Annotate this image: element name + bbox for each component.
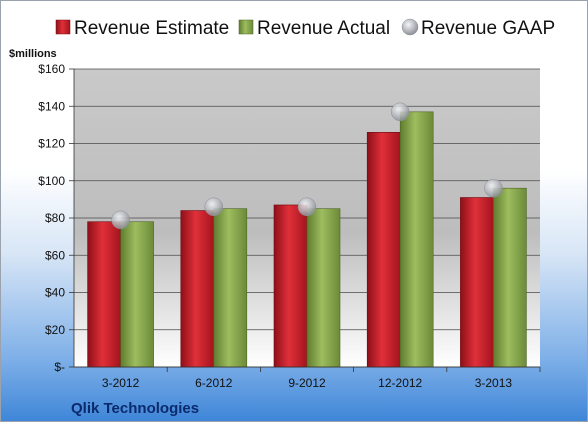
x-axis-categories: 3-2012 6-2012 9-2012 12-2012 3-2013 (74, 366, 541, 390)
x-category-label: 6-2012 (195, 376, 233, 390)
y-axis-ticks: $- $20 $40 $60 $80 $100 $120 $140 $160 (38, 62, 75, 374)
bar-actual (306, 208, 341, 368)
gaap-marker (297, 197, 317, 217)
y-tick-label: $80 (45, 211, 65, 225)
legend-label-actual: Revenue Actual (257, 18, 390, 39)
bar-actual (120, 221, 154, 368)
y-tick-label: $60 (45, 248, 65, 262)
gaap-marker (111, 210, 130, 230)
gaap-marker (390, 102, 410, 122)
bar-estimate (366, 132, 401, 368)
y-tick-label: $120 (38, 137, 65, 151)
bar-estimate (460, 197, 494, 368)
x-category-label: 3-2012 (102, 376, 140, 390)
bar-estimate (273, 204, 308, 368)
y-tick-label: $- (54, 360, 65, 374)
bar-actual (399, 111, 434, 368)
y-tick-label: $160 (38, 62, 65, 76)
gaap-marker (204, 197, 224, 217)
bar-actual (493, 187, 527, 368)
x-category-label: 3-2013 (475, 376, 513, 390)
bar-estimate (180, 210, 215, 368)
gaap-marker (484, 178, 503, 198)
y-tick-label: $100 (38, 174, 65, 188)
legend-label-gaap: Revenue GAAP (421, 18, 555, 39)
legend-label-estimate: Revenue Estimate (74, 18, 229, 39)
y-tick-label: $20 (45, 323, 65, 337)
bar-estimate (87, 221, 121, 368)
y-tick-label: $140 (38, 99, 65, 113)
legend-swatch-actual (238, 19, 254, 35)
x-category-label: 12-2012 (378, 376, 422, 390)
bar-actual (213, 208, 248, 368)
y-tick-label: $40 (45, 286, 65, 300)
legend-marker-gaap (401, 18, 419, 36)
unit-label: $millions (9, 48, 57, 60)
legend-swatch-estimate (55, 19, 71, 35)
gaap-markers (111, 102, 503, 230)
company-name: Qlik Technologies (71, 400, 199, 417)
bars (87, 111, 527, 368)
legend: Revenue Estimate Revenue Actual Revenue … (55, 18, 555, 39)
x-category-label: 9-2012 (288, 376, 326, 390)
